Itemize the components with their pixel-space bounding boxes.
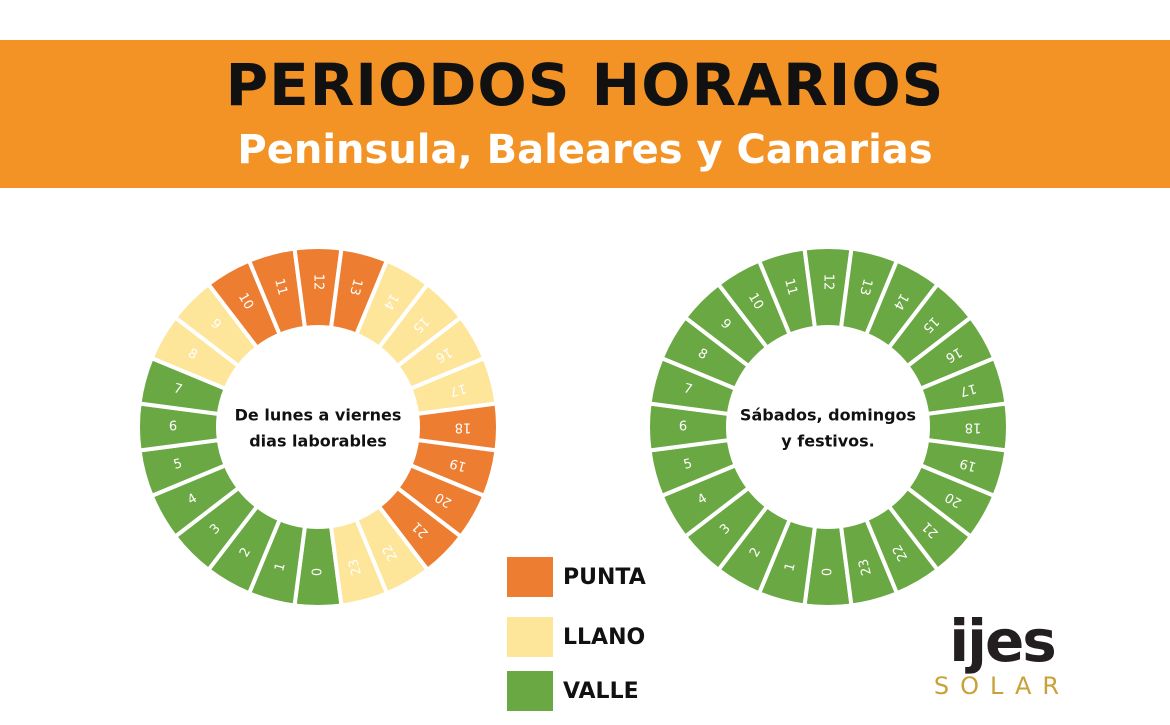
ijes-solar-logo: ijes SOLAR (912, 612, 1092, 702)
weekday-center-label-line2: dias laborables (249, 432, 387, 451)
logo-wordmark: ijes (949, 607, 1057, 675)
weekend-segment-hour-23 (838, 516, 900, 608)
weekend-hour-label-23: 23 (856, 557, 875, 577)
weekday-hour-label-11: 11 (271, 277, 290, 297)
weekend-hour-label-5: 5 (682, 456, 694, 473)
logo-subtext: SOLAR (933, 672, 1071, 700)
legend-swatch-punta (507, 557, 553, 597)
legend-label-valle: VALLE (563, 679, 639, 704)
legend-swatch-valle (507, 671, 553, 711)
weekday-hour-label-22: 22 (380, 542, 401, 564)
legend: PUNTA LLANO VALLE (507, 557, 707, 717)
weekday-hour-label-6: 6 (169, 420, 177, 435)
weekday-hour-label-14: 14 (380, 291, 401, 313)
weekend-hour-label-12: 12 (821, 274, 836, 291)
weekend-hour-label-1: 1 (782, 561, 799, 573)
weekend-hour-label-7: 7 (682, 381, 694, 398)
weekday-hour-label-10: 10 (235, 291, 256, 313)
weekend-center-label-line2: y festivos. (781, 432, 875, 451)
header-banner: PERIODOS HORARIOS Peninsula, Baleares y … (0, 40, 1170, 188)
weekend-hour-label-13: 13 (856, 277, 875, 297)
weekend-hour-label-0: 0 (821, 568, 836, 576)
page-title: PERIODOS HORARIOS (225, 51, 945, 119)
weekend-hour-label-14: 14 (890, 291, 911, 313)
weekday-hour-label-12: 12 (311, 274, 326, 291)
legend-label-llano: LLANO (563, 625, 646, 650)
weekday-hour-label-0: 0 (311, 568, 326, 576)
weekday-hour-label-1: 1 (272, 561, 289, 573)
legend-label-punta: PUNTA (563, 565, 646, 590)
weekday-hour-label-5: 5 (172, 456, 184, 473)
weekday-segment-hour-23 (328, 516, 390, 608)
weekday-hour-label-13: 13 (346, 277, 365, 297)
weekend-hour-label-17: 17 (958, 380, 978, 399)
weekend-hour-wheel: 0 1 2 3 4 5 6 7 8 9 10 11 12 13 14 15 16 17 18 19 20 21 22 23 Sá… (638, 237, 1018, 617)
weekend-center-label-line1: Sábados, domingos (740, 406, 916, 425)
legend-item-llano: LLANO (507, 617, 707, 657)
weekday-hour-wheel: 0 1 2 3 4 5 6 7 8 9 10 11 12 13 14 15 16 17 18 19 20 21 22 23 De… (128, 237, 508, 617)
weekend-hour-label-22: 22 (890, 542, 911, 564)
weekday-hour-label-16: 16 (433, 344, 455, 365)
weekend-hour-label-11: 11 (781, 277, 800, 297)
weekday-hour-label-20: 20 (433, 489, 455, 510)
weekend-hour-label-19: 19 (958, 455, 978, 474)
weekday-hour-label-18: 18 (455, 420, 472, 435)
weekday-hour-label-23: 23 (346, 557, 365, 577)
legend-item-punta: PUNTA (507, 557, 707, 597)
page-subtitle: Peninsula, Baleares y Canarias (237, 127, 933, 173)
weekday-hour-label-7: 7 (172, 381, 184, 398)
weekend-hour-label-6: 6 (679, 420, 687, 435)
weekday-hour-label-17: 17 (448, 380, 468, 399)
weekend-hour-label-10: 10 (745, 291, 766, 313)
weekend-hour-label-20: 20 (943, 489, 965, 510)
weekend-hour-label-18: 18 (965, 420, 982, 435)
weekday-hour-label-19: 19 (448, 455, 468, 474)
weekday-center-label-line1: De lunes a viernes (235, 406, 402, 425)
legend-swatch-llano (507, 617, 553, 657)
legend-item-valle: VALLE (507, 671, 707, 711)
weekend-hour-label-16: 16 (943, 344, 965, 365)
